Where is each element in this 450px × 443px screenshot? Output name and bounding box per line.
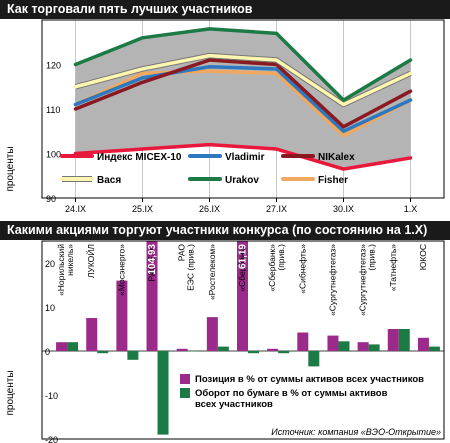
bar-1-6 <box>248 351 259 354</box>
bar-0-12 <box>417 337 429 351</box>
legend-label-1: Вася <box>97 175 121 186</box>
category-label-2: «Мосэнерго» <box>116 244 126 296</box>
chart2-legend: Позиция в % от суммы активов всех участн… <box>180 374 424 410</box>
chart1-xtick-label: 1.X <box>404 204 418 214</box>
chart1-lines <box>73 27 413 171</box>
category-label-11: «Татнефть» <box>388 244 398 292</box>
legend2-label-0: Позиция в % от суммы активов всех участн… <box>195 374 424 385</box>
legend2-swatch-1 <box>180 388 190 398</box>
chart1-svg: 90 100 110 120 24.IX 25.IX 26.IX 27.IX 30.IX 1.X… <box>5 19 445 214</box>
chart1-ytick-label: 100 <box>46 150 61 160</box>
chart2-title: Какими акциями торгуют участники конкурс… <box>0 221 450 240</box>
category-label-5: «Ростелеком» <box>207 244 217 300</box>
legend-label-3: Urakov <box>225 175 259 186</box>
bar-0-3 <box>146 241 158 351</box>
bar-0-6 <box>237 241 248 351</box>
legend-label-4: NIKalex <box>318 152 355 163</box>
chart1-xtick-label: 27.IX <box>266 204 287 214</box>
bar-1-9 <box>338 341 350 351</box>
legend-label-5: Fisher <box>318 175 348 186</box>
chart1-xtick-label: 26.IX <box>199 204 220 214</box>
category-label-12: ЮКОС <box>418 244 428 270</box>
bar-1-2 <box>127 351 139 360</box>
chart2-source: Источник: компания «ВЭО-Открытие» <box>271 427 441 437</box>
chart2-frame <box>41 240 445 440</box>
bar-0-7 <box>267 348 279 351</box>
chart1-title: Как торговали пять лучших участников <box>0 0 450 19</box>
bar-1-1 <box>97 351 109 354</box>
chart2-bars <box>56 241 440 435</box>
bar-1-3 <box>157 351 169 435</box>
chart1-ylabel: проценты <box>5 146 16 191</box>
bar-1-8 <box>308 351 320 367</box>
chart2-ytick-label: 10 <box>45 303 55 313</box>
chart2-yticks: -20 -10 0 10 20 <box>45 259 58 443</box>
chart1-yticks: 90 100 110 120 <box>46 61 61 205</box>
chart2-svg: -20 -10 0 10 20 «Норильскийникель» ЛУКОЙЛ «Мос… <box>5 240 445 443</box>
chart1-xticks: 24.IX 25.IX 26.IX 27.IX 30.IX 1.X <box>65 198 417 214</box>
chart1-ytick-label: 110 <box>46 105 60 115</box>
bar-1-5 <box>217 346 229 351</box>
bar-0-8 <box>297 332 309 351</box>
bar-1-12 <box>428 346 440 351</box>
bar-1-4 <box>187 351 199 352</box>
bar-0-10 <box>357 342 369 351</box>
category-label-0: «Норильскийникель» <box>56 244 75 296</box>
series-line-5 <box>73 69 413 138</box>
chart1-frame <box>41 19 445 199</box>
category-label-9: «Сургутнефтегаз» <box>327 244 337 316</box>
bar-1-7 <box>278 351 290 354</box>
series-line-2 <box>73 64 413 133</box>
chart2-ytick-label: -10 <box>45 391 58 401</box>
chart1-xtick-label: 24.IX <box>65 204 86 214</box>
chart1-xtick-label: 30.IX <box>333 204 354 214</box>
bar-value-label-3: 104,93 <box>147 244 158 275</box>
bar-0-1 <box>86 318 98 351</box>
legend-label-0: Индекс MICEX-10 <box>97 152 182 163</box>
chart2-category-labels: «Норильскийникель» ЛУКОЙЛ «Мосэнерго» РАО Е… <box>56 244 428 316</box>
chart1-ytick-label: 90 <box>46 194 56 204</box>
bar-0-9 <box>327 335 339 351</box>
series-line-0 <box>73 142 413 171</box>
series-line-3 <box>73 27 413 102</box>
bar-0-4 <box>176 348 188 351</box>
series-line-1 <box>73 53 413 107</box>
chart1-legend: Индекс MICEX-10 Вася Vladimir Urakov NIKalex… <box>60 152 355 186</box>
category-label-7: «Сбербанк»(прив.) <box>267 244 286 292</box>
bar-0-11 <box>387 329 399 351</box>
chart1-ytick-label: 120 <box>46 61 61 71</box>
bar-0-0 <box>56 342 68 351</box>
chart2-ytick-label: -20 <box>45 435 58 443</box>
category-label-3: РАО ЕЭС <box>147 244 157 281</box>
bar-1-0 <box>67 342 79 351</box>
series-line-4 <box>73 58 413 129</box>
bar-1-11 <box>398 329 410 351</box>
chart2-value-labels: 104,93 61,19 <box>147 244 248 275</box>
chart2-ylabel: проценты <box>5 370 16 415</box>
category-label-6: «Сбербанк» <box>237 244 247 292</box>
legend2-label-1: Оборот по бумаге в % от суммы активов все… <box>195 388 388 410</box>
chart2-ytick-label: 0 <box>45 347 50 357</box>
category-label-1: ЛУКОЙЛ <box>85 244 96 278</box>
bar-value-label-6: 61,19 <box>238 244 249 269</box>
category-label-10: «Сургутнефтегаз»(прив.) <box>358 244 377 316</box>
bar-0-5 <box>206 317 218 351</box>
bar-1-10 <box>368 344 380 351</box>
legend2-swatch-0 <box>180 374 190 384</box>
bar-0-2 <box>116 280 128 351</box>
category-label-8: «Сибнефть» <box>297 244 307 294</box>
chart1-xtick-label: 25.IX <box>132 204 153 214</box>
legend-label-2: Vladimir <box>225 152 265 163</box>
chart2-ytick-label: 20 <box>45 259 55 269</box>
category-label-4: РАОЕЭС (прив.) <box>177 244 196 291</box>
